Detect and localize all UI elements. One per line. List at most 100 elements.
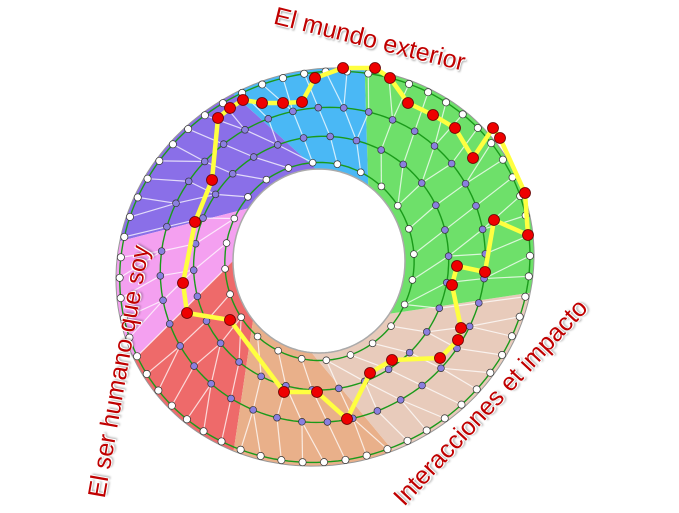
node: [437, 364, 445, 372]
node: [346, 351, 355, 359]
node: [408, 276, 417, 284]
mesh-edge: [277, 350, 287, 386]
path-node: [434, 352, 446, 364]
mesh-edge: [352, 417, 388, 450]
node: [221, 265, 229, 273]
node: [277, 456, 286, 465]
mesh-edge: [252, 409, 262, 457]
mesh-edge: [292, 111, 305, 139]
mesh-edge: [478, 296, 526, 304]
node: [368, 339, 377, 348]
mesh-edge: [325, 71, 345, 109]
node: [526, 251, 534, 260]
mesh-edge: [397, 164, 404, 206]
node: [190, 362, 198, 370]
sector: [311, 292, 531, 451]
node: [199, 427, 208, 436]
node: [168, 140, 177, 149]
node: [200, 111, 209, 120]
mesh-edge: [146, 345, 181, 375]
node: [377, 146, 385, 154]
node: [125, 333, 134, 342]
mesh-edge: [364, 380, 401, 401]
path-node: [224, 314, 236, 326]
mesh-edge: [483, 255, 531, 280]
node: [199, 214, 207, 222]
path-node: [189, 216, 201, 228]
node: [274, 346, 282, 355]
mesh-edge: [469, 325, 513, 337]
path-node: [309, 72, 321, 84]
node: [487, 139, 496, 148]
node: [167, 401, 176, 410]
node: [279, 74, 287, 83]
mesh-edge: [129, 202, 177, 218]
mesh-edge: [421, 163, 452, 184]
sector: [364, 69, 535, 314]
node: [472, 385, 481, 394]
node: [432, 201, 440, 209]
node: [373, 407, 382, 415]
mesh-edge: [421, 384, 462, 406]
mesh-edge: [400, 399, 428, 431]
node: [230, 214, 239, 223]
node: [524, 272, 533, 281]
mesh-edge: [465, 142, 492, 185]
node: [457, 400, 466, 409]
node: [333, 160, 342, 168]
node: [258, 80, 267, 89]
path-node: [277, 97, 289, 109]
mesh-edge: [482, 195, 521, 230]
node: [211, 190, 220, 199]
mesh-edge: [469, 316, 520, 327]
node: [458, 110, 467, 119]
node: [237, 313, 245, 321]
mesh-edge: [433, 102, 447, 147]
mesh-edge: [193, 342, 221, 367]
mesh-edge: [276, 417, 282, 461]
mesh-edge: [301, 421, 304, 463]
path-node: [467, 152, 479, 164]
node: [465, 322, 474, 331]
mesh-edge: [220, 316, 242, 344]
mesh-edge: [364, 381, 378, 412]
path-node: [341, 413, 353, 425]
node: [115, 273, 124, 282]
node: [323, 418, 332, 426]
mesh-edge: [244, 129, 278, 146]
node: [273, 413, 281, 422]
path-node: [212, 112, 224, 124]
node: [410, 250, 418, 258]
mesh-edge: [172, 143, 205, 163]
node: [364, 108, 373, 116]
node: [308, 158, 317, 167]
mesh-edge: [329, 136, 338, 165]
node: [120, 314, 128, 323]
node: [165, 320, 174, 328]
node: [219, 99, 227, 108]
node: [352, 136, 361, 145]
node: [326, 132, 334, 141]
node: [410, 127, 419, 135]
mesh-edge: [388, 368, 423, 387]
mesh-edge: [186, 383, 212, 420]
mesh-edge: [119, 250, 162, 279]
node: [417, 179, 426, 187]
mesh-edge: [147, 178, 189, 182]
node: [182, 415, 191, 424]
node: [154, 386, 163, 395]
mesh-edge: [120, 275, 161, 299]
node: [172, 199, 180, 208]
mesh-edge: [400, 399, 445, 419]
path-node: [237, 94, 249, 106]
node: [289, 107, 297, 116]
node: [143, 174, 152, 183]
node: [184, 125, 193, 133]
mesh-edge: [303, 73, 319, 108]
mesh-edge: [390, 325, 427, 333]
node: [249, 153, 258, 161]
mesh-edge: [388, 77, 394, 120]
mesh-edge: [440, 367, 478, 390]
path-node: [311, 386, 323, 398]
